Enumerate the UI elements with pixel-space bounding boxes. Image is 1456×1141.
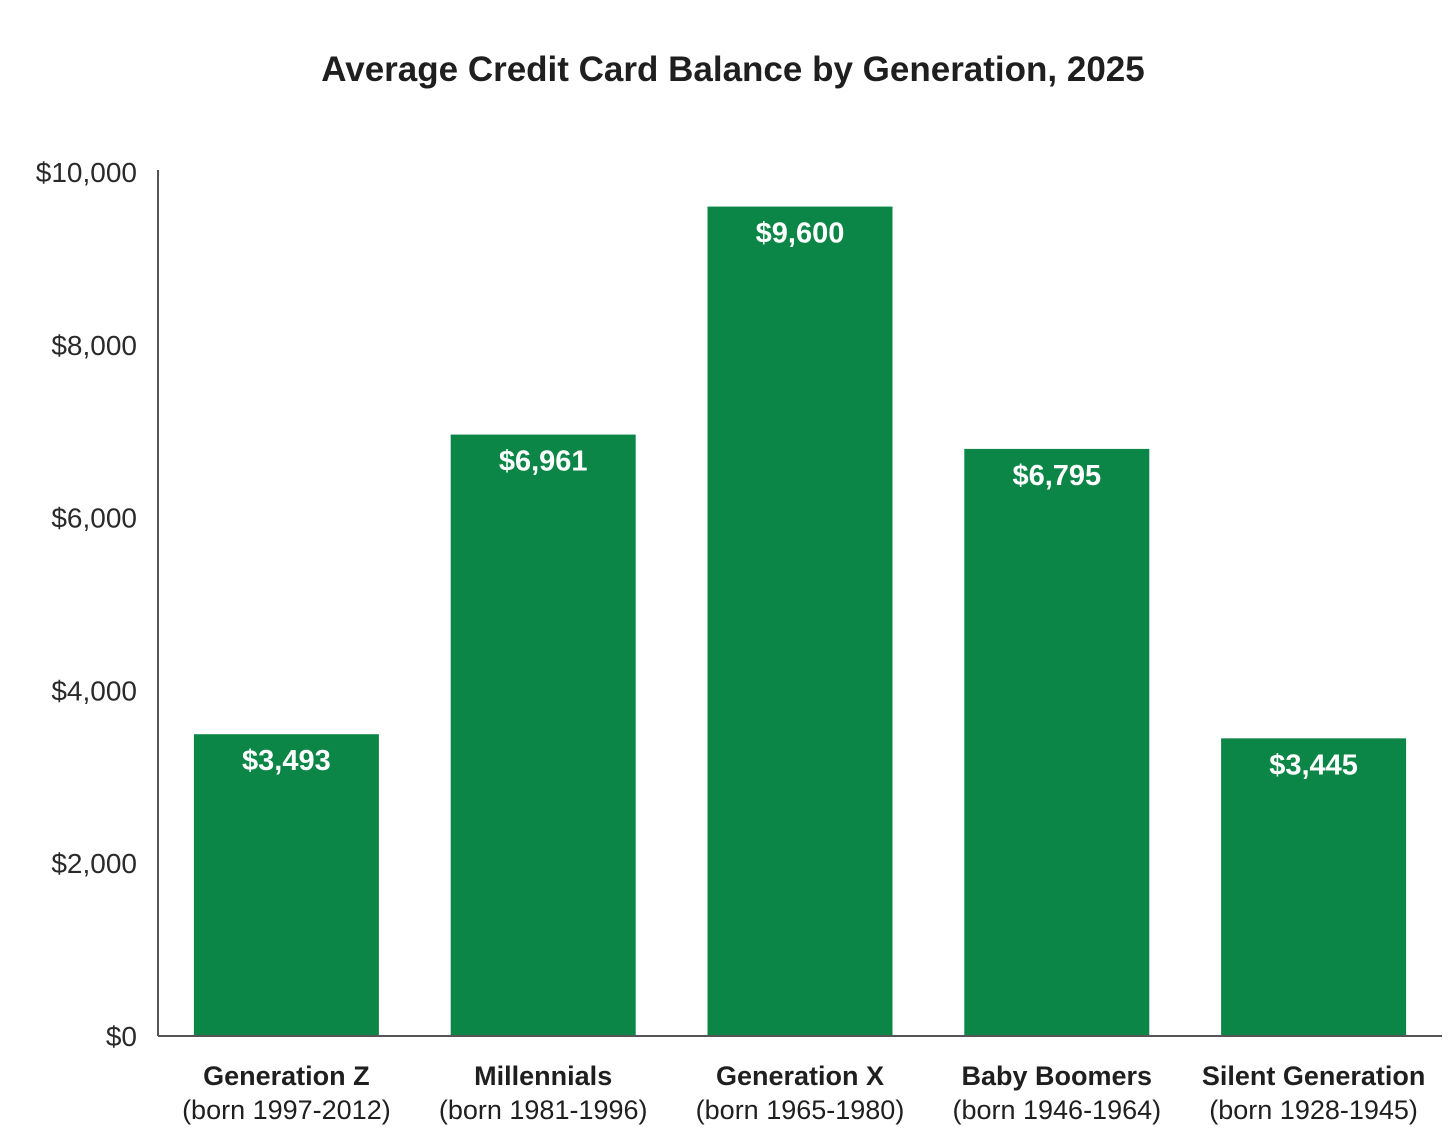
- bar-value-label: $3,493: [242, 745, 331, 777]
- x-category-sublabel: (born 1981-1996): [439, 1095, 648, 1125]
- x-category-sublabel: (born 1965-1980): [696, 1095, 905, 1125]
- x-axis-labels: Generation Z (born 1997-2012) Millennials (…: [182, 1061, 1425, 1125]
- bar-value-label: $6,795: [1012, 460, 1101, 492]
- x-category-label: Baby Boomers: [962, 1061, 1153, 1091]
- bar-value-label: $9,600: [756, 218, 845, 250]
- x-category-label: Generation Z: [203, 1061, 370, 1091]
- y-axis-ticks: $0 $2,000 $4,000 $6,000 $8,000 $10,000: [36, 157, 137, 1052]
- x-category-label: Silent Generation: [1202, 1061, 1426, 1091]
- y-tick-label: $10,000: [36, 157, 137, 188]
- bar: [964, 448, 1150, 1036]
- bar: [193, 734, 379, 1036]
- y-tick-label: $6,000: [51, 503, 137, 534]
- y-tick-label: $2,000: [51, 848, 137, 879]
- bar-value-label: $3,445: [1269, 749, 1358, 781]
- y-tick-label: $8,000: [51, 330, 137, 361]
- x-category-sublabel: (born 1928-1945): [1209, 1095, 1418, 1125]
- bars-group: $3,493 $6,961 $9,600 $6,795 $3,445: [193, 206, 1407, 1037]
- x-category-label: Millennials: [474, 1061, 612, 1091]
- x-category-sublabel: (born 1946-1964): [952, 1095, 1161, 1125]
- y-tick-label: $0: [106, 1021, 137, 1052]
- bar: [450, 434, 636, 1037]
- x-category-sublabel: (born 1997-2012): [182, 1095, 391, 1125]
- x-category-label: Generation X: [716, 1061, 884, 1091]
- bar: [1221, 738, 1407, 1036]
- chart-title: Average Credit Card Balance by Generatio…: [321, 50, 1145, 89]
- bar: [707, 206, 893, 1036]
- bar-value-label: $6,961: [499, 446, 588, 478]
- y-tick-label: $4,000: [51, 675, 137, 706]
